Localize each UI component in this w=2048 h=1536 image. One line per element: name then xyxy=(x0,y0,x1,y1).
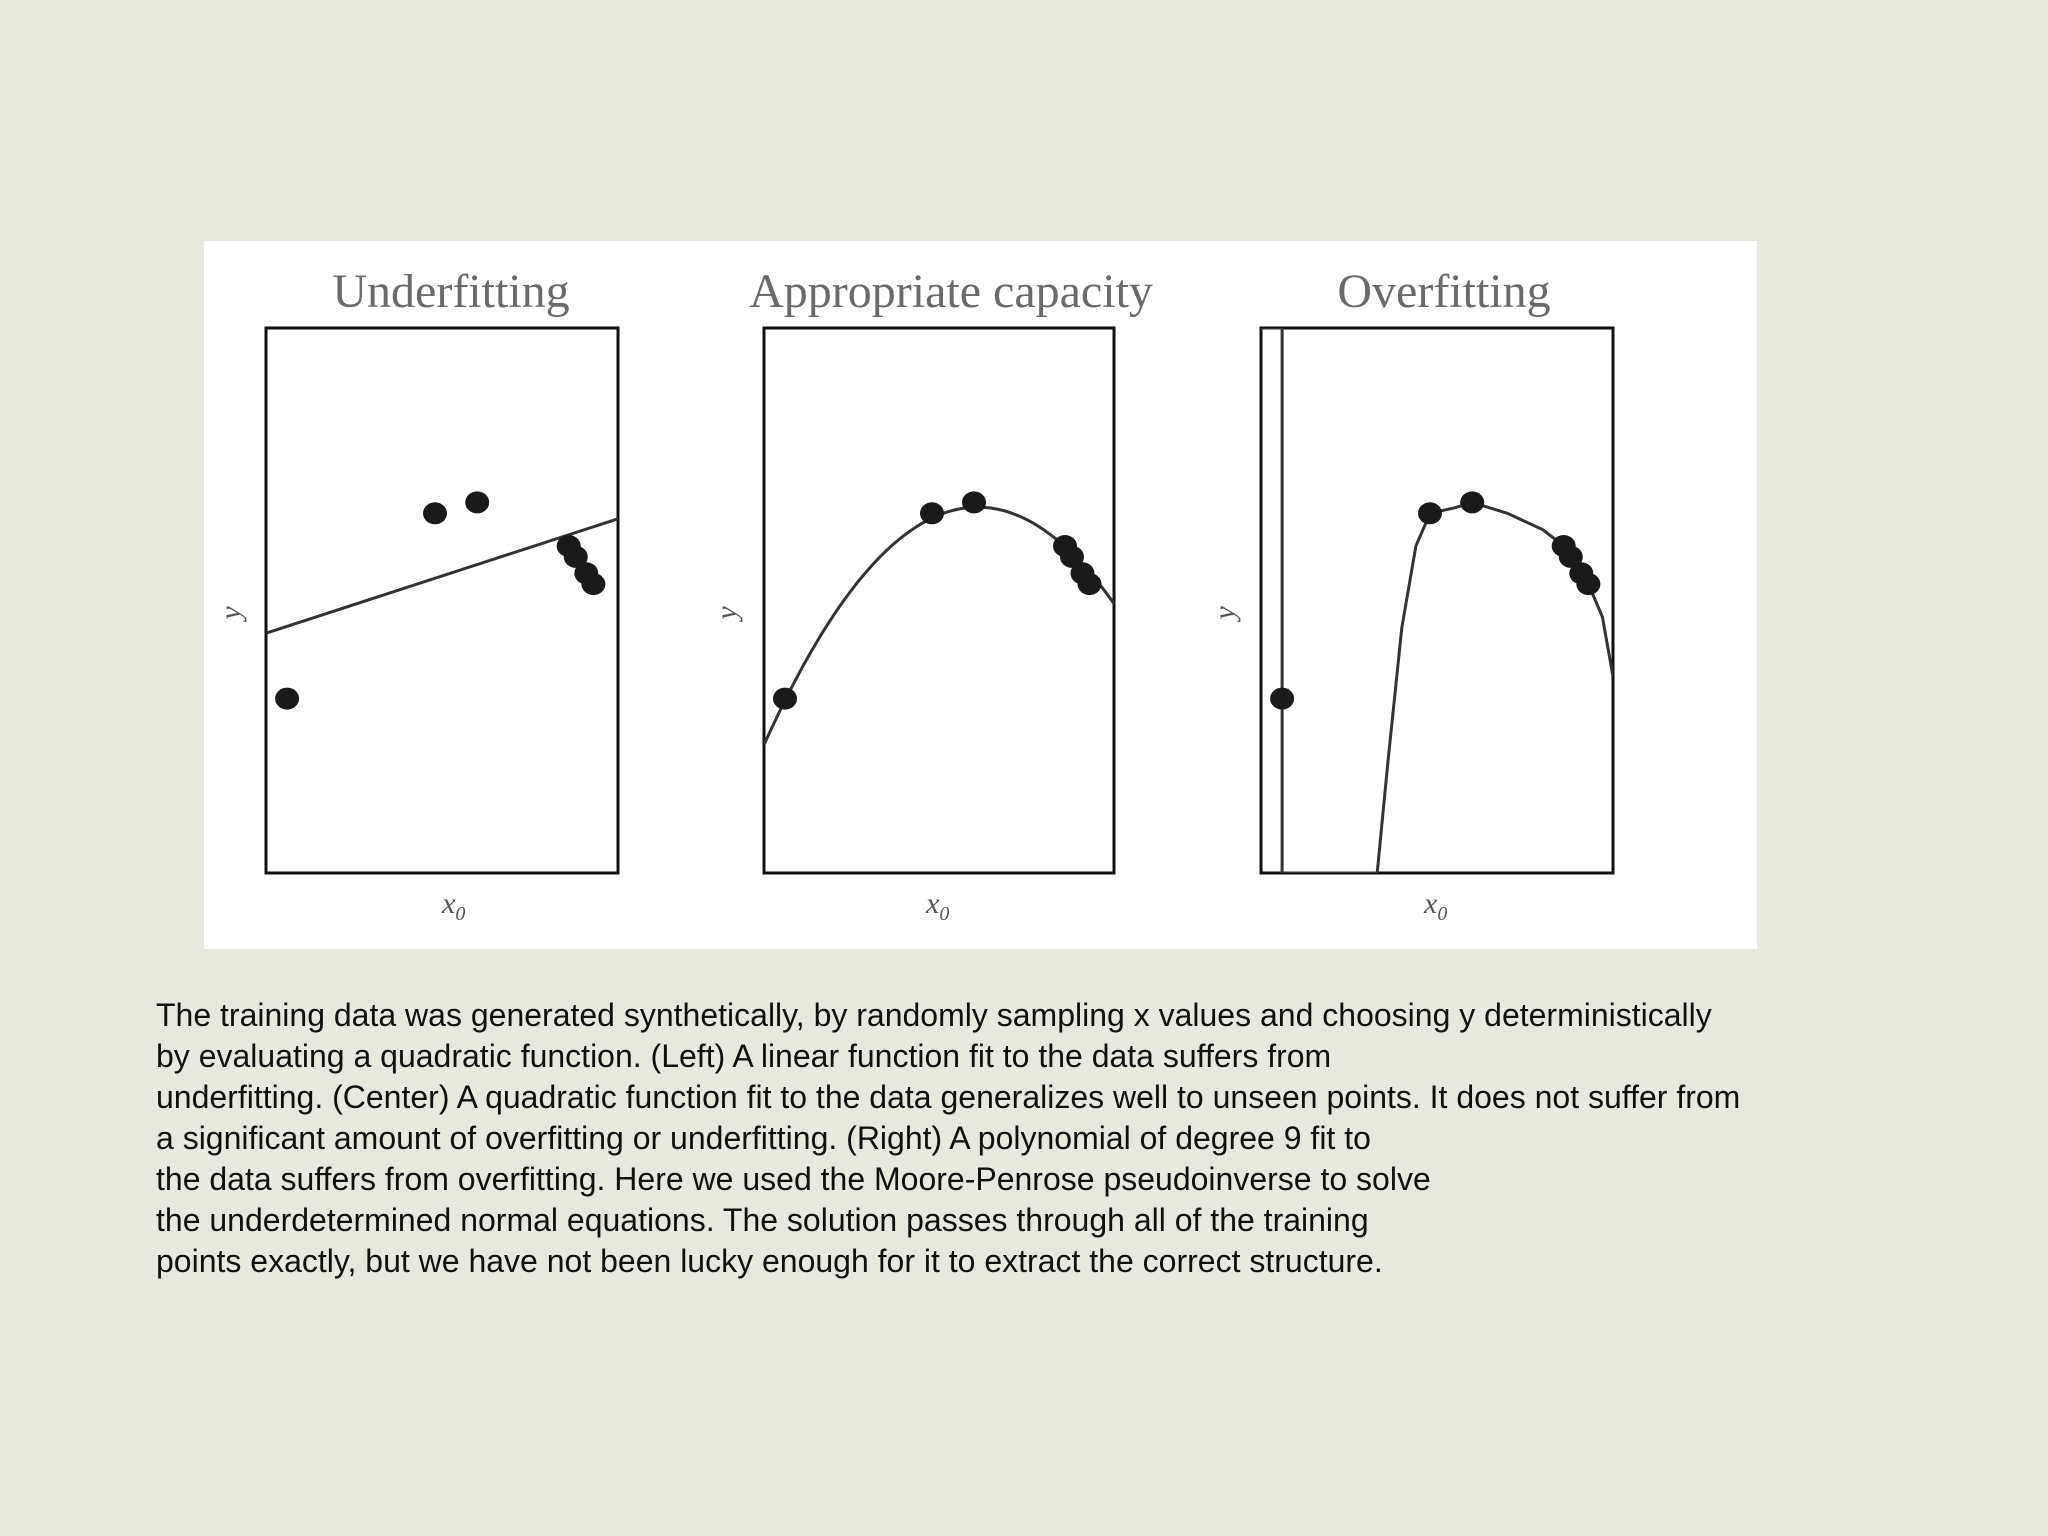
caption-line: the data suffers from overfitting. Here … xyxy=(156,1161,1431,1197)
data-point xyxy=(1558,545,1583,568)
y-axis-label: y xyxy=(710,606,743,623)
x-axis-label: x0 xyxy=(925,887,949,925)
data-point xyxy=(581,573,606,596)
panel-title: Appropriate capacity xyxy=(749,265,1153,318)
data-point xyxy=(423,502,447,525)
panel-title: Underfitting xyxy=(332,265,569,318)
fit-curve xyxy=(266,517,618,635)
x-axis-label: x0 xyxy=(1423,887,1447,925)
plot-marks xyxy=(764,491,1114,746)
data-point xyxy=(773,687,797,710)
data-point xyxy=(1460,491,1485,514)
panel-appropriate-capacity: Appropriate capacity x0 y xyxy=(710,265,1153,925)
x-axis-label: x0 xyxy=(441,887,465,925)
caption-line: underfitting. (Center) A quadratic funct… xyxy=(156,1079,1741,1115)
caption-line: by evaluating a quadratic function. (Lef… xyxy=(156,1038,1332,1074)
panel-title: Overfitting xyxy=(1337,265,1550,318)
caption-line: points exactly, but we have not been luc… xyxy=(156,1243,1383,1279)
figure: Underfitting x0 y Appropriate capacity x… xyxy=(204,241,1757,949)
data-point xyxy=(563,545,588,568)
y-axis-label: y xyxy=(1208,606,1241,623)
plot-frame xyxy=(762,326,1116,875)
plot-marks xyxy=(1261,328,1613,873)
data-point xyxy=(1077,573,1102,596)
data-point xyxy=(1270,687,1295,710)
data-point xyxy=(1576,573,1601,596)
data-point xyxy=(1418,502,1442,525)
capacity-figure: Underfitting x0 y Appropriate capacity x… xyxy=(214,265,1615,925)
caption-line: the underdetermined normal equations. Th… xyxy=(156,1202,1369,1238)
data-point xyxy=(465,491,490,514)
y-axis-label: y xyxy=(214,606,247,623)
data-point xyxy=(962,491,986,514)
panel-overfitting: Overfitting x0 y xyxy=(1208,265,1615,925)
plot-frame xyxy=(264,326,620,875)
panel-underfitting: Underfitting x0 y xyxy=(214,265,620,925)
plot-marks xyxy=(266,491,618,710)
figure-caption: The training data was generated syntheti… xyxy=(156,995,2016,1282)
caption-line: The training data was generated syntheti… xyxy=(156,997,1712,1033)
data-point xyxy=(275,687,300,710)
data-point xyxy=(920,502,944,525)
plot-frame xyxy=(1259,326,1615,875)
caption-line: a significant amount of overfitting or u… xyxy=(156,1120,1371,1156)
data-point xyxy=(1060,545,1084,568)
fit-curve xyxy=(1261,328,1613,873)
